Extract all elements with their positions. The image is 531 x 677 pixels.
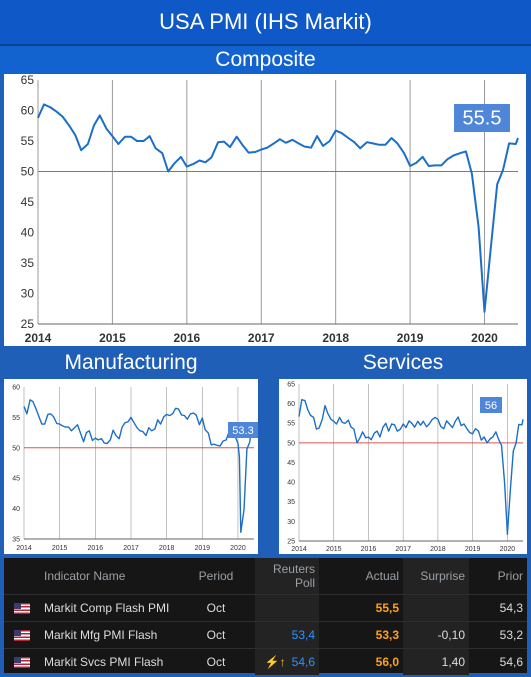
composite-y-tick-label: 65 [21, 74, 35, 87]
indicator-column-header[interactable]: Indicator Name [44, 569, 126, 583]
services-y-tick-label: 60 [287, 401, 295, 408]
indicator-table: Indicator Name Period Reuters Poll Actua… [4, 558, 527, 675]
manufacturing-x-tick-label: 2019 [195, 545, 211, 552]
composite-x-tick-label: 2016 [173, 331, 200, 345]
composite-y-tick-label: 30 [21, 287, 35, 301]
services-y-tick-label: 25 [287, 538, 295, 545]
composite-series-line [37, 103, 519, 313]
period-cell: Oct [177, 594, 255, 622]
composite-y-tick-label: 60 [21, 104, 35, 118]
table-header-row: Indicator Name Period Reuters Poll Actua… [4, 558, 527, 595]
services-chart-title: Services [362, 351, 444, 374]
us-flag-icon [14, 630, 30, 642]
composite-y-tick-label: 55 [21, 134, 35, 148]
services-x-tick-label: 2019 [465, 546, 481, 553]
poll-cell [255, 594, 319, 622]
services-y-tick-label: 65 [287, 381, 295, 388]
surprise-cell [403, 594, 469, 622]
manufacturing-y-tick-label: 60 [12, 384, 20, 391]
manufacturing-x-tick-label: 2020 [230, 545, 246, 552]
manufacturing-y-tick-label: 45 [12, 476, 20, 483]
composite-x-tick-label: 2015 [99, 331, 126, 345]
services-y-tick-label: 50 [287, 440, 295, 447]
table-row[interactable]: Markit Svcs PMI Flash Oct ⚡↑ 54,6 56,0 1,… [4, 648, 527, 675]
indicator-name: Markit Svcs PMI Flash [40, 648, 177, 675]
composite-x-tick-label: 2017 [248, 331, 275, 345]
services-chart: 2014 2015 2016 2017 2018 2019 2020 25 30 35 40 45 50… [287, 381, 524, 553]
services-x-tick-label: 2018 [430, 546, 446, 553]
services-y-tick-label: 55 [287, 421, 295, 428]
composite-y-tick-label: 25 [21, 317, 35, 331]
period-cell: Oct [177, 621, 255, 649]
services-series-line [298, 399, 524, 536]
actual-cell: 53,3 [319, 621, 403, 649]
composite-y-tick-label: 50 [21, 165, 35, 179]
services-y-tick-label: 35 [287, 499, 295, 506]
period-column-header[interactable]: Period [198, 569, 234, 583]
composite-y-tick-label: 40 [21, 226, 35, 240]
composite-y-tick-label: 35 [21, 256, 35, 270]
composite-end-value-badge [454, 104, 510, 132]
services-end-value-label: 56 [485, 400, 497, 412]
actual-cell: 55,5 [319, 594, 403, 622]
manufacturing-chart-panel: 2014 2015 2016 2017 2018 2019 2020 35 40 45 50 55 60… [4, 379, 258, 554]
composite-chart-title: Composite [0, 46, 531, 74]
composite-chart-panel: 2014 2015 2016 2017 2018 2019 2020 25 30 35 40 45 50… [4, 74, 526, 346]
composite-x-tick-label: 2020 [471, 331, 498, 345]
manufacturing-x-tick-label: 2014 [16, 545, 32, 552]
poll-column-header[interactable]: Reuters Poll [255, 558, 319, 595]
flag-column-header [4, 558, 40, 595]
services-end-value-badge [480, 397, 502, 413]
manufacturing-chart: 2014 2015 2016 2017 2018 2019 2020 35 40 45 50 55 60… [12, 384, 258, 552]
services-y-tick-label: 45 [287, 460, 295, 467]
actual-column-header[interactable]: Actual [365, 569, 399, 583]
poll-cell: ⚡↑ 54,6 [255, 648, 319, 675]
prior-cell: 54,6 [469, 648, 527, 675]
prior-cell: 54,3 [469, 594, 527, 622]
services-x-tick-label: 2014 [291, 546, 307, 553]
composite-x-tick-label: 2018 [322, 331, 349, 345]
manufacturing-end-value-badge [228, 422, 258, 438]
table-row[interactable]: Markit Mfg PMI Flash Oct 53,4 53,3 -0,10… [4, 621, 527, 649]
period-cell: Oct [177, 648, 255, 675]
composite-end-value-label: 55.5 [463, 108, 502, 130]
surprise-column-header[interactable]: Surprise [403, 558, 469, 595]
us-flag-icon [14, 603, 30, 615]
composite-y-tick-label: 45 [21, 195, 35, 209]
prior-cell: 53,2 [469, 621, 527, 649]
manufacturing-y-tick-label: 50 [12, 445, 20, 452]
services-y-tick-label: 30 [287, 519, 295, 526]
manufacturing-x-tick-label: 2018 [159, 545, 175, 552]
services-x-tick-label: 2015 [326, 546, 342, 553]
manufacturing-y-tick-label: 35 [12, 536, 20, 543]
services-chart-panel: 2014 2015 2016 2017 2018 2019 2020 25 30 35 40 45 50… [279, 379, 527, 554]
manufacturing-y-tick-label: 55 [12, 415, 20, 422]
composite-chart: 2014 2015 2016 2017 2018 2019 2020 25 30 35 40 45 50… [21, 74, 519, 345]
table-row[interactable]: Markit Comp Flash PMI Oct 55,5 54,3 [4, 594, 527, 622]
poll-cell: 53,4 [255, 621, 319, 649]
services-y-tick-label: 40 [287, 480, 295, 487]
manufacturing-x-tick-label: 2017 [123, 545, 139, 552]
lightning-arrow-icon: ⚡↑ [264, 655, 286, 669]
services-x-tick-label: 2016 [361, 546, 377, 553]
actual-cell: 56,0 [319, 648, 403, 675]
indicator-name: Markit Mfg PMI Flash [40, 621, 177, 649]
manufacturing-x-tick-label: 2016 [88, 545, 104, 552]
surprise-cell: -0,10 [403, 621, 469, 649]
us-flag-icon [14, 657, 30, 669]
surprise-cell: 1,40 [403, 648, 469, 675]
composite-x-tick-label: 2014 [25, 331, 52, 345]
manufacturing-x-tick-label: 2015 [52, 545, 68, 552]
manufacturing-series-line [23, 399, 255, 534]
services-x-tick-label: 2017 [395, 546, 411, 553]
services-x-tick-label: 2020 [500, 546, 516, 553]
manufacturing-y-tick-label: 40 [12, 506, 20, 513]
composite-x-tick-label: 2019 [397, 331, 424, 345]
manufacturing-chart-title: Manufacturing [64, 351, 198, 374]
poll-value: 54,6 [291, 655, 315, 669]
indicator-name: Markit Comp Flash PMI [40, 594, 177, 622]
manufacturing-end-value-label: 53.3 [232, 425, 253, 437]
prior-column-header[interactable]: Prior [497, 569, 523, 583]
page-title: USA PMI (IHS Markit) [0, 0, 531, 46]
